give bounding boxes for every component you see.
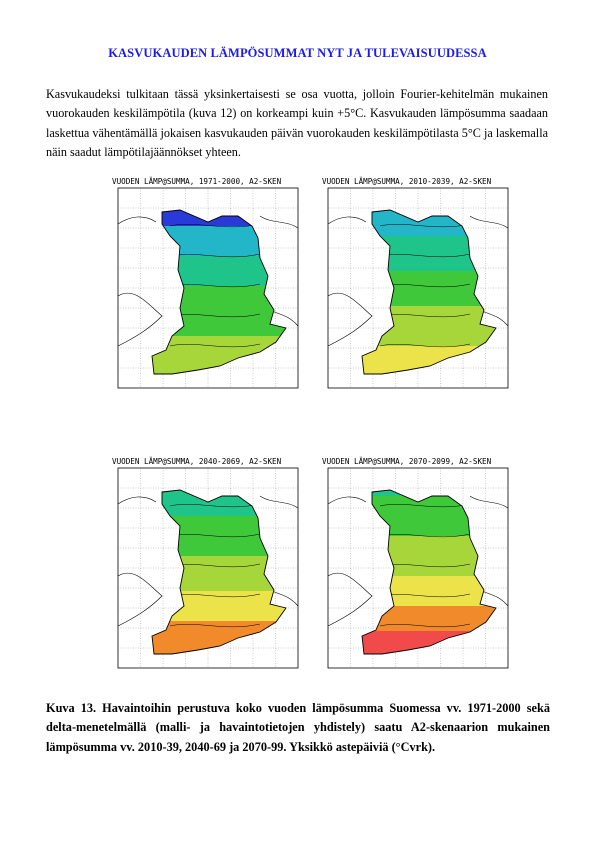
isoline [379,503,471,508]
isoline [169,623,261,628]
map-title: VUODEN LÄMP@SUMMA, 1971-2000, A2-SKEN [112,177,282,186]
heat-sum-map-2040-2069: VUODEN LÄMP@SUMMA, 2040-2069, A2-SKEN [112,457,299,669]
body-paragraph: Kasvukaudeksi tulkitaan tässä yksinkerta… [46,87,548,160]
isoline [169,343,261,348]
finland-border [361,489,497,655]
heat-sum-map-2010-2039: VUODEN LÄMP@SUMMA, 2010-2039, A2-SKEN [322,177,509,389]
coastline [117,495,299,627]
figure-caption: Kuva 13. Havaintoihin perustuva koko vuo… [46,701,550,754]
page-title: KASVUKAUDEN LÄMPÖSUMMAT NYT JA TULEVAISU… [108,46,487,60]
coastline [327,215,509,347]
map-panel-2040-2069: VUODEN LÄMP@SUMMA, 2040-2069, A2-SKEN [110,456,302,672]
map-panel-1971-2000: VUODEN LÄMP@SUMMA, 1971-2000, A2-SKEN [110,176,302,392]
finland-heat-sum-region [151,489,287,655]
isoline [379,623,471,628]
map-panel-2070-2099: VUODEN LÄMP@SUMMA, 2070-2099, A2-SKEN [320,456,512,672]
heat-sum-map-2070-2099: VUODEN LÄMP@SUMMA, 2070-2099, A2-SKEN [322,457,509,669]
isoline [169,503,261,508]
isoline [379,223,471,228]
map-title: VUODEN LÄMP@SUMMA, 2070-2099, A2-SKEN [322,457,492,466]
isoline [169,223,261,228]
finland-border [151,489,287,655]
map-panel-2010-2039: VUODEN LÄMP@SUMMA, 2010-2039, A2-SKEN [320,176,512,392]
isoline [379,343,471,348]
coastline [117,215,299,347]
finland-border [361,209,497,375]
finland-border [151,209,287,375]
map-title: VUODEN LÄMP@SUMMA, 2010-2039, A2-SKEN [322,177,492,186]
heat-sum-map-1971-2000: VUODEN LÄMP@SUMMA, 1971-2000, A2-SKEN [112,177,299,389]
map-title: VUODEN LÄMP@SUMMA, 2040-2069, A2-SKEN [112,457,282,466]
coastline [327,495,509,627]
